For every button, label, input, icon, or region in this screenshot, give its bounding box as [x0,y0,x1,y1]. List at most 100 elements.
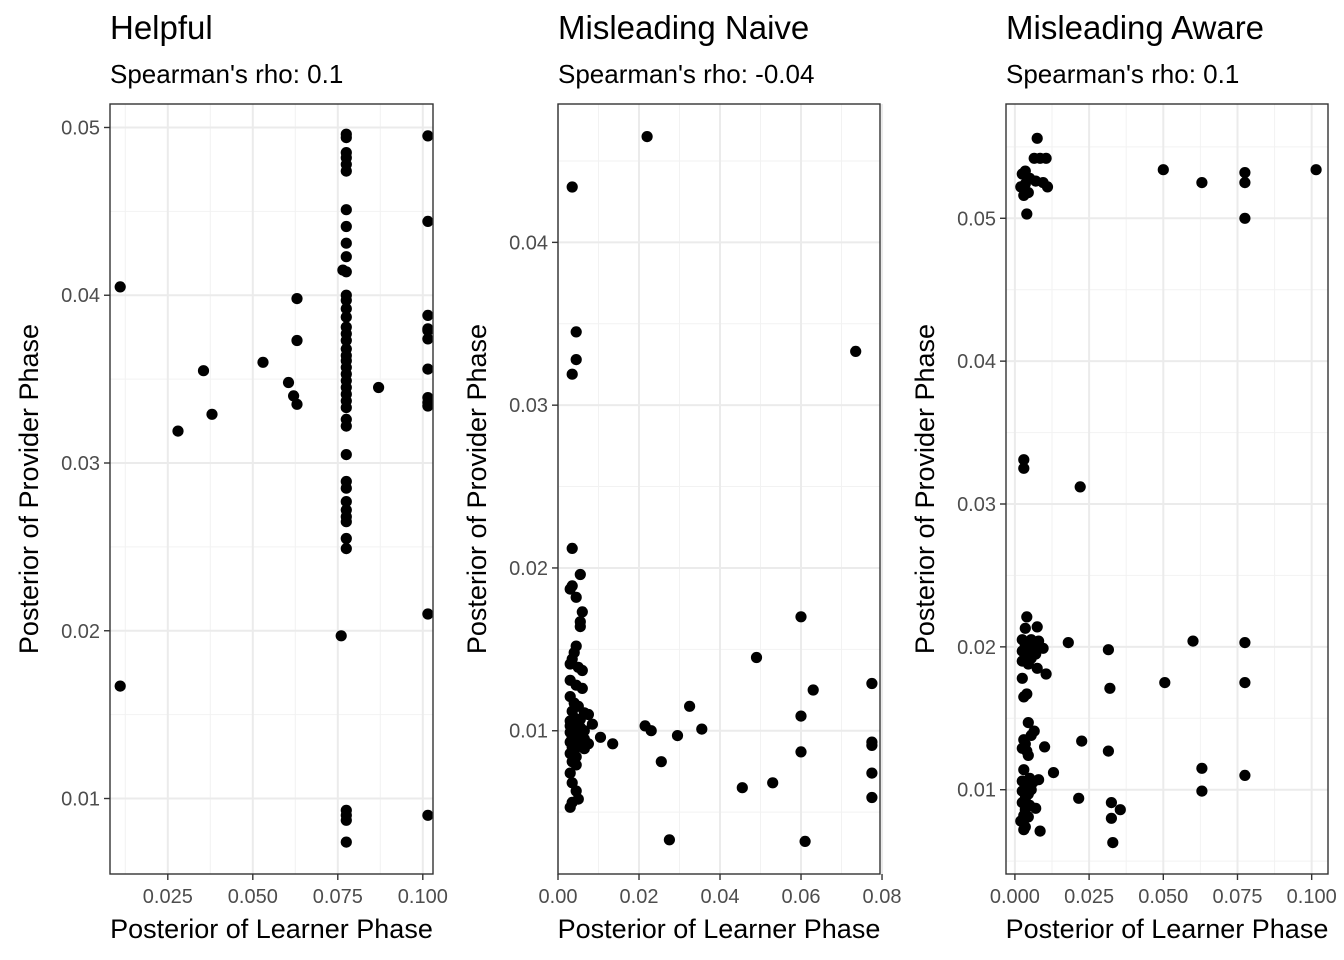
data-point [566,181,578,193]
data-point [564,801,576,813]
x-tick-label: 0.000 [990,886,1040,908]
data-point [655,756,667,768]
data-point [1102,745,1114,757]
y-tick-label: 0.01 [509,721,548,743]
data-point [1031,621,1043,633]
data-point [1076,735,1088,747]
data-point [767,777,779,789]
y-axis-title: Posterior of Provider Phase [462,324,492,654]
data-point [291,398,303,410]
data-point [566,368,578,380]
y-tick-label: 0.05 [61,117,100,139]
data-point [1239,677,1251,689]
x-tick-label: 0.02 [620,886,659,908]
data-point [1107,837,1119,849]
data-point [340,165,352,177]
data-point [340,420,352,432]
data-point [1105,812,1117,824]
panel-title: Misleading Aware [1006,9,1264,46]
data-point [1031,132,1043,144]
data-point [340,449,352,461]
data-point [1022,717,1034,729]
data-point [799,835,811,848]
data-point [1239,769,1251,782]
data-point [866,677,878,690]
data-point [422,215,434,227]
data-point [570,326,582,338]
data-point [594,731,607,743]
data-point [578,743,590,755]
data-point [172,425,184,437]
panel-border [1005,103,1329,875]
data-point [422,324,434,337]
data-point [257,356,269,368]
data-point [1047,767,1060,779]
y-tick-label: 0.01 [957,780,996,802]
data-point [576,606,588,618]
data-point [1196,762,1208,774]
y-axis-title: Posterior of Provider Phase [910,324,940,654]
y-tick-label: 0.02 [957,637,996,659]
data-point [574,568,586,581]
data-point [340,251,352,263]
data-point [373,381,385,394]
data-point [340,237,352,249]
data-point [807,684,819,696]
data-point [1187,635,1199,647]
data-point [663,834,676,846]
data-point [1018,189,1030,201]
x-tick-label: 0.04 [701,886,740,908]
data-point [340,311,352,323]
y-tick-label: 0.01 [61,789,100,811]
panel-border [557,103,881,875]
data-point [1021,611,1033,623]
data-point [291,334,303,347]
x-axis-title: Posterior of Learner Phase [558,914,881,944]
data-point [1114,804,1126,816]
data-point [1018,454,1030,466]
data-point [1040,668,1052,680]
data-point [340,482,352,494]
panel-subtitle: Spearman's rho: 0.1 [1006,59,1239,89]
data-point [1022,749,1034,762]
data-point [1159,677,1171,689]
data-point [340,543,352,555]
data-point [582,708,595,721]
data-point [1041,181,1054,193]
data-point [750,651,763,664]
data-point [1157,164,1169,176]
data-point [114,680,126,692]
y-tick-label: 0.02 [61,621,100,643]
panel-subtitle: Spearman's rho: -0.04 [558,59,814,89]
data-point [1039,741,1051,753]
data-point [1239,212,1251,224]
data-point [1021,208,1033,220]
y-tick-label: 0.03 [61,453,100,475]
panel-title: Helpful [110,9,213,46]
x-tick-label: 0.050 [228,886,278,908]
data-point [570,591,582,603]
data-point [566,542,578,555]
data-point [586,718,599,730]
x-axis-title: Posterior of Learner Phase [1006,914,1329,944]
data-point [1016,672,1028,684]
x-axis-title: Posterior of Learner Phase [110,914,433,944]
data-point [422,309,434,321]
data-point [1239,177,1251,189]
data-point [1239,167,1251,179]
data-point [574,621,586,633]
data-point [340,516,352,528]
data-point [335,630,347,642]
data-point [795,611,807,623]
data-point [340,814,352,826]
x-tick-label: 0.025 [1064,886,1114,908]
data-point [340,532,352,545]
y-tick-label: 0.03 [957,494,996,516]
data-point [422,400,434,412]
data-point [850,345,862,357]
data-point [671,730,684,742]
data-point [576,682,588,695]
y-tick-label: 0.02 [509,558,548,580]
data-point [340,496,352,508]
data-point [1034,825,1046,837]
